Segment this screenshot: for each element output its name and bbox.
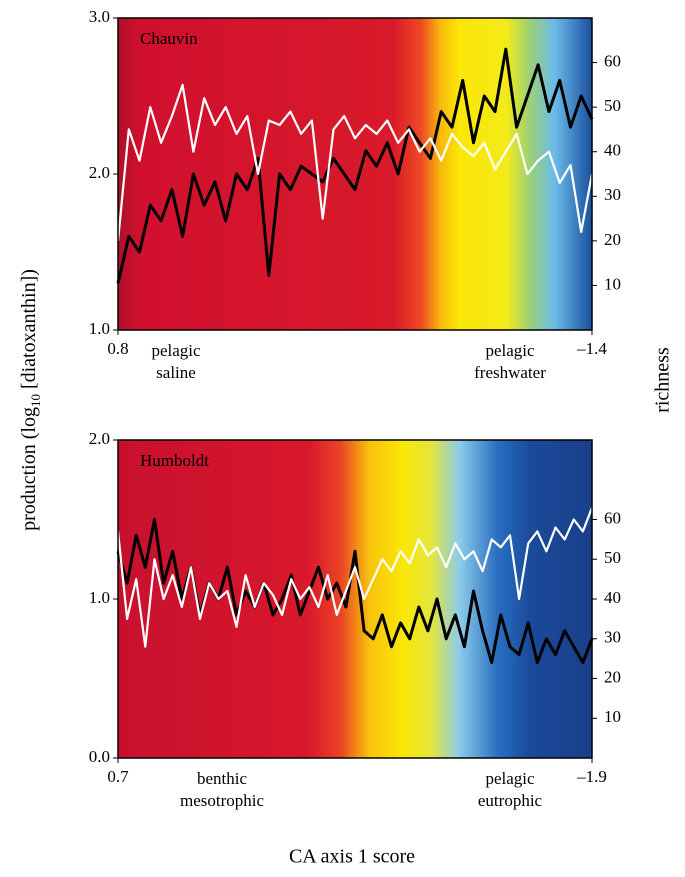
annotation: eutrophic <box>478 791 543 810</box>
annotation: saline <box>156 363 196 382</box>
plot-background <box>118 18 592 330</box>
y2-tick-label: 10 <box>604 707 621 726</box>
x-axis-label: CA axis 1 score <box>289 846 415 868</box>
data-line <box>116 47 594 284</box>
y2-tick-label: 60 <box>604 51 621 70</box>
annotation: pelagic <box>151 341 201 360</box>
annotation: freshwater <box>474 363 546 382</box>
y2-tick-label: 20 <box>604 230 621 249</box>
plot-background <box>118 440 592 758</box>
x-tick-label: –1.9 <box>576 767 607 786</box>
y2-axis-label: richness <box>652 347 674 413</box>
panel-title: Humboldt <box>140 451 209 470</box>
x-tick-label: –1.4 <box>576 339 607 358</box>
annotation: pelagic <box>485 341 535 360</box>
y-tick-label: 2.0 <box>89 163 110 182</box>
data-line <box>116 83 594 242</box>
annotation: mesotrophic <box>180 791 264 810</box>
y2-tick-label: 30 <box>604 628 621 647</box>
y2-tick-label: 30 <box>604 185 621 204</box>
panel-title: Chauvin <box>140 29 198 48</box>
annotation: pelagic <box>485 769 535 788</box>
y2-tick-label: 50 <box>604 548 621 567</box>
data-line <box>116 507 594 648</box>
y-tick-label: 1.0 <box>89 319 110 338</box>
annotation: benthic <box>197 769 247 788</box>
y-axis-label: production (log10 [diatoxanthin]) <box>18 269 44 531</box>
y2-tick-label: 40 <box>604 141 621 160</box>
y-tick-label: 0.0 <box>89 747 110 766</box>
y-label-sub: 10 <box>28 394 43 407</box>
y-tick-label: 2.0 <box>89 429 110 448</box>
y-tick-label: 1.0 <box>89 588 110 607</box>
y2-tick-label: 20 <box>604 667 621 686</box>
y2-tick-label: 40 <box>604 588 621 607</box>
y-tick-label: 3.0 <box>89 7 110 26</box>
y2-tick-label: 60 <box>604 508 621 527</box>
x-tick-label: 0.8 <box>107 339 128 358</box>
y2-tick-label: 10 <box>604 274 621 293</box>
y2-tick-label: 50 <box>604 96 621 115</box>
y-label-text: [diatoxanthin]) <box>18 269 40 394</box>
x-tick-label: 0.7 <box>107 767 129 786</box>
y-label-text: production (log <box>18 407 40 531</box>
